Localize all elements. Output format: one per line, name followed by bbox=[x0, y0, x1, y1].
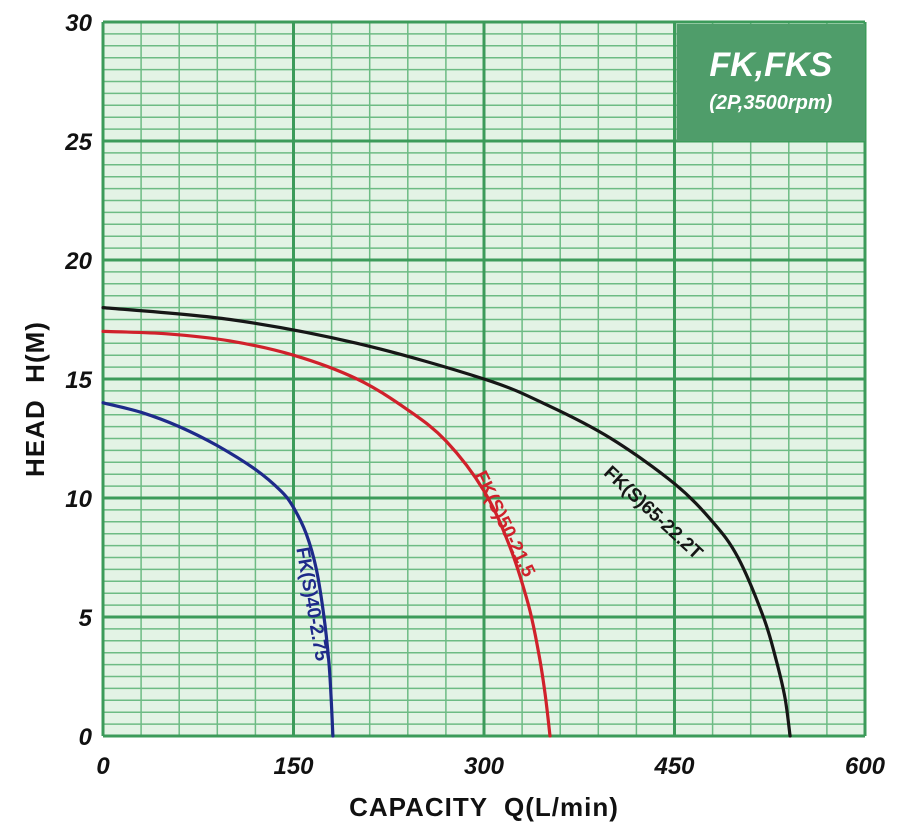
title-box: FK,FKS (2P,3500rpm) bbox=[676, 24, 865, 141]
y-tick-label: 15 bbox=[65, 367, 92, 394]
x-tick-label: 150 bbox=[273, 753, 314, 780]
series-line-2 bbox=[101, 329, 552, 738]
x-axis-title: CAPACITY Q(L/min) bbox=[349, 792, 619, 822]
y-tick-label: 30 bbox=[65, 10, 92, 37]
y-axis-ticks: 0 5 10 15 20 25 30 bbox=[64, 10, 92, 751]
x-tick-label: 300 bbox=[464, 753, 505, 780]
y-axis-title: HEAD H(M) bbox=[20, 321, 50, 477]
y-tick-label: 5 bbox=[79, 605, 93, 632]
y-tick-label: 0 bbox=[79, 724, 93, 751]
y-tick-label: 25 bbox=[64, 129, 92, 156]
chart-title: FK,FKS bbox=[709, 46, 832, 84]
y-tick-label: 20 bbox=[64, 248, 92, 275]
chart-subtitle: (2P,3500rpm) bbox=[709, 92, 832, 114]
x-tick-label: 0 bbox=[96, 753, 110, 780]
y-tick-label: 10 bbox=[65, 486, 92, 513]
series-line-3 bbox=[101, 306, 792, 738]
series-lines bbox=[101, 306, 792, 738]
series-line-1 bbox=[101, 401, 335, 738]
x-tick-label: 450 bbox=[653, 753, 695, 780]
x-tick-label: 600 bbox=[845, 753, 886, 780]
x-axis-ticks: 0 150 300 450 600 bbox=[96, 753, 885, 780]
title-box-background bbox=[676, 24, 865, 141]
